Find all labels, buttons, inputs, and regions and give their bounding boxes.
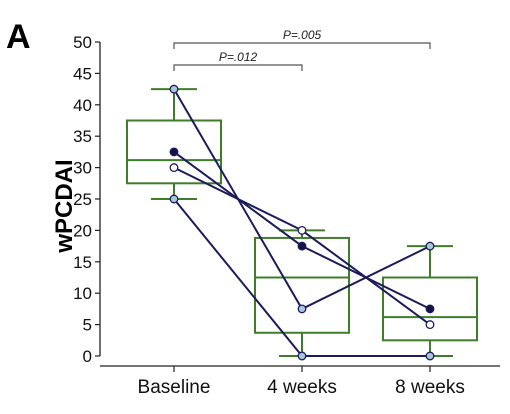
data-point [425, 304, 435, 314]
p-value-label: P=.005 [283, 28, 322, 42]
y-tick-label: 50 [73, 33, 92, 52]
data-point [297, 225, 307, 235]
significance-bracket [173, 42, 431, 49]
data-point [425, 241, 435, 251]
y-tick-label: 35 [73, 127, 92, 146]
data-point [297, 304, 307, 314]
x-tick-label: 4 weeks [267, 377, 337, 398]
y-axis-label: wPCDAI [51, 159, 78, 253]
x-tick-label: Baseline [138, 377, 211, 398]
data-point [297, 241, 307, 251]
y-tick-label: 30 [73, 159, 92, 178]
data-point [169, 163, 179, 173]
plot-area: 0 5 10 15 20 25 30 35 40 45 50 Baseline 4 weeks 8 wee… [73, 28, 500, 398]
y-tick-label: 25 [73, 190, 92, 209]
y-tick-label: 0 [83, 347, 92, 366]
y-tick-label: 5 [83, 316, 92, 335]
data-point [169, 84, 179, 94]
y-tick-label: 15 [73, 253, 92, 272]
data-point [297, 351, 307, 361]
box-iqr [382, 276, 478, 342]
y-tick-label: 40 [73, 96, 92, 115]
data-point [425, 351, 435, 361]
series-line [173, 88, 431, 311]
y-tick-label: 20 [73, 221, 92, 240]
y-tick-label: 10 [73, 284, 92, 303]
data-point [425, 320, 435, 330]
x-tick-label: 8 weeks [395, 377, 465, 398]
panel-label: A [6, 18, 31, 56]
data-point [169, 194, 179, 204]
data-point [169, 147, 179, 157]
box-iqr [126, 119, 222, 185]
y-tick-label: 45 [73, 64, 92, 83]
p-value-label: P=.012 [219, 50, 258, 64]
significance-bracket [173, 64, 303, 71]
